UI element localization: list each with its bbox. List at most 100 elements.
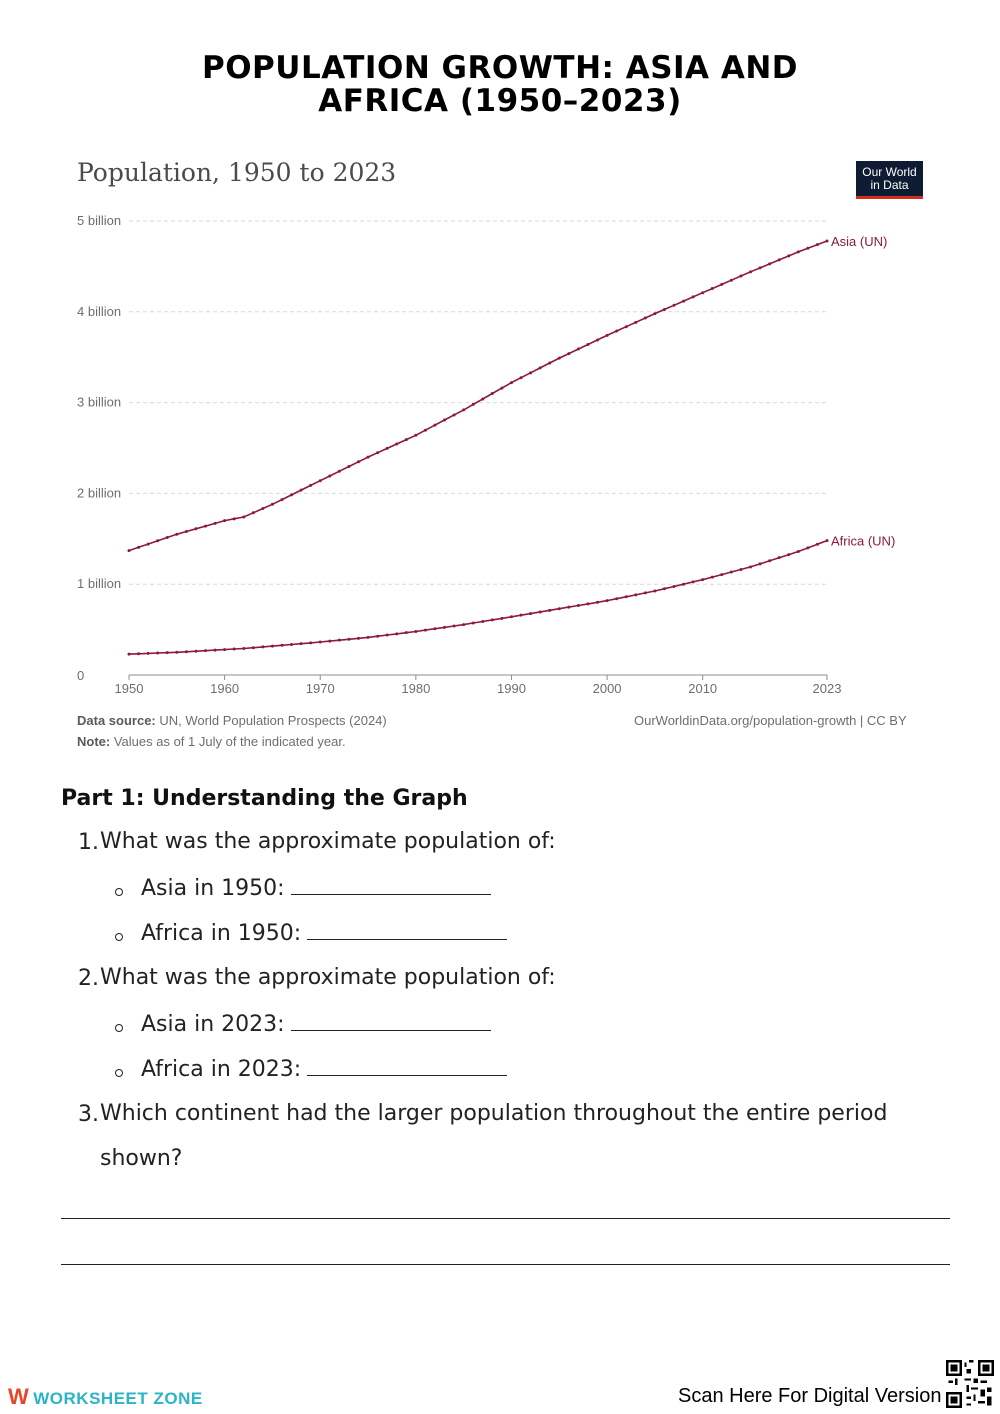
data-point [729,278,733,282]
data-point [203,524,207,528]
data-point [328,639,332,643]
data-point [184,650,188,654]
data-point [347,465,351,469]
data-point [347,637,351,641]
data-point [127,652,131,656]
data-point [137,652,141,656]
data-point [395,632,399,636]
data-point [825,539,829,543]
data-point [586,342,590,346]
data-point [242,515,246,519]
data-point [213,648,217,652]
x-tick-label: 1980 [401,681,430,696]
answer-line[interactable] [61,1218,950,1219]
data-point [500,386,504,390]
data-point [729,570,733,574]
data-point [605,599,609,603]
data-point [299,642,303,646]
source-url[interactable]: OurWorldinData.org/population-growth | C… [634,713,907,728]
answer-line[interactable] [61,1264,950,1265]
data-point [337,469,341,473]
data-point [232,517,236,521]
data-point [758,266,762,270]
question-number: 1. [78,830,99,855]
bullet-icon [115,1024,123,1032]
data-point [538,610,542,614]
question-number: 3. [78,1102,99,1127]
chart-note: Note: Values as of 1 July of the indicat… [77,734,346,749]
answer-blank[interactable] [307,1057,508,1076]
our-world-in-data-logo[interactable]: Our World in Data [856,161,923,199]
data-point [366,455,370,459]
x-tick-label: 2010 [688,681,717,696]
data-point [309,641,313,645]
data-point [328,474,332,478]
data-point [787,254,791,258]
bullet-icon [115,888,123,896]
data-point [223,648,227,652]
data-point [634,320,638,324]
data-point [251,646,255,650]
data-point [433,627,437,631]
data-point [270,502,274,506]
data-point [146,542,150,546]
data-point [624,325,628,329]
data-point [720,282,724,286]
data-point [653,312,657,316]
bullet-icon [115,933,123,941]
data-point [710,575,714,579]
data-point [720,573,724,577]
data-point [146,651,150,655]
qr-code-icon[interactable] [946,1360,994,1408]
data-point [806,246,810,250]
data-point [203,649,207,653]
data-point [270,644,274,648]
data-point [471,402,475,406]
data-point [385,633,389,637]
data-point [806,546,810,550]
data-source: Data source: UN, World Population Prospe… [77,713,387,728]
brand-name: WORKSHEET ZONE [33,1389,203,1408]
data-point [337,638,341,642]
data-point [366,635,370,639]
data-point [691,295,695,299]
worksheet-zone-mark-icon: W [8,1384,30,1409]
data-point [796,250,800,254]
answer-blank[interactable] [307,921,508,940]
data-point [672,303,676,307]
answer-blank[interactable] [290,1012,491,1031]
data-point [634,593,638,597]
y-tick-label: 1 billion [77,576,121,591]
data-point [749,270,753,274]
note-text: Values as of 1 July of the indicated yea… [113,734,346,749]
question-text: Which continent had the larger populatio… [100,1101,888,1171]
data-point [376,451,380,455]
x-tick-label: 1990 [497,681,526,696]
data-point [433,423,437,427]
data-point [356,636,360,640]
data-point [404,631,408,635]
data-point [137,545,141,549]
answer-blank[interactable] [290,876,491,895]
page-title: POPULATION GROWTH: ASIA AND AFRICA (1950… [201,50,799,119]
part-heading: Part 1: Understanding the Graph [61,786,468,811]
population-line-chart: 0 1 billion 2 billion 3 billion 4 billion 5 b… [77,213,895,696]
data-point [490,392,494,396]
data-point [758,562,762,566]
data-point [548,361,552,365]
data-point [156,651,160,655]
worksheet-zone-logo[interactable]: W WORKSHEET ZONE [8,1384,203,1410]
data-source-text: UN, World Population Prospects (2024) [159,713,387,728]
data-point [280,498,284,502]
data-point [184,530,188,534]
data-point [624,595,628,599]
data-point [586,602,590,606]
data-point [815,542,819,546]
note-label: Note: [77,734,111,749]
data-point [423,628,427,632]
data-point [777,258,781,262]
data-point [290,642,294,646]
data-point [787,553,791,557]
question-text: What was the approximate population of: [100,965,556,990]
data-point [682,299,686,303]
